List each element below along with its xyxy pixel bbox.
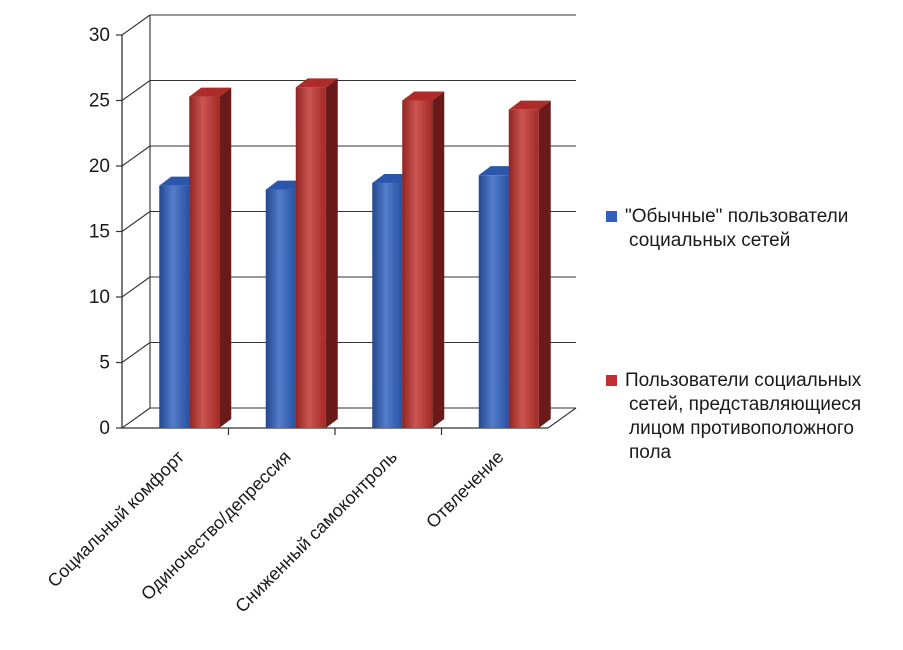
bar-front-face bbox=[159, 185, 190, 428]
bar-front-face bbox=[189, 96, 220, 428]
bar-side-face bbox=[219, 87, 232, 428]
gridline-side bbox=[121, 80, 151, 101]
y-tick-label: 20 bbox=[89, 156, 110, 177]
y-tick-label: 5 bbox=[99, 353, 110, 374]
legend-entry: Пользователи социальных сетей, представля… bbox=[606, 370, 862, 463]
y-tick-label: 25 bbox=[89, 91, 110, 112]
bar-side-face bbox=[325, 78, 338, 429]
bar-front-face bbox=[402, 100, 433, 428]
bar-front-face bbox=[265, 189, 296, 428]
legend-label: "Обычные" пользователи социальных сетей bbox=[625, 206, 848, 251]
bar-front-face bbox=[295, 87, 326, 429]
gridline-side bbox=[121, 342, 151, 363]
x-category-label: Отвлечение bbox=[422, 447, 507, 532]
y-tick-label: 10 bbox=[89, 287, 110, 308]
bar-top-face bbox=[295, 78, 338, 88]
y-tick-label: 15 bbox=[89, 222, 110, 243]
legend: "Обычные" пользователи социальных сетей По… bbox=[606, 206, 862, 463]
x-axis-categories: Социальный комфортОдиночество/депрессияС… bbox=[44, 428, 508, 616]
gridline-side bbox=[121, 211, 151, 232]
y-axis-ticks: 0 5 10 15 20 25 30 bbox=[89, 25, 122, 439]
bar-top-face bbox=[189, 87, 232, 97]
bar bbox=[402, 91, 445, 428]
gridline-side bbox=[121, 14, 151, 36]
legend-swatch bbox=[606, 211, 617, 222]
bar-side-face bbox=[538, 100, 551, 429]
bar-front-face bbox=[372, 183, 403, 428]
bar-front-face bbox=[478, 175, 509, 428]
legend-swatch bbox=[606, 375, 617, 386]
bar bbox=[295, 78, 338, 429]
bar-front-face bbox=[508, 109, 539, 429]
bar bbox=[508, 100, 551, 429]
gridline-side bbox=[121, 145, 151, 167]
gridline-side bbox=[121, 407, 151, 429]
bar bbox=[189, 87, 232, 428]
bar-top-face bbox=[402, 91, 445, 101]
legend-entry: "Обычные" пользователи социальных сетей bbox=[606, 206, 848, 251]
y-tick-label: 30 bbox=[89, 25, 110, 46]
bar-top-face bbox=[508, 100, 551, 110]
y-tick-label: 0 bbox=[99, 418, 110, 439]
floor-right-edge bbox=[547, 407, 577, 429]
legend-label: Пользователи социальных сетей, представля… bbox=[625, 370, 862, 463]
bars bbox=[159, 78, 551, 429]
gridline-side bbox=[121, 276, 151, 298]
bar-side-face bbox=[432, 91, 445, 428]
